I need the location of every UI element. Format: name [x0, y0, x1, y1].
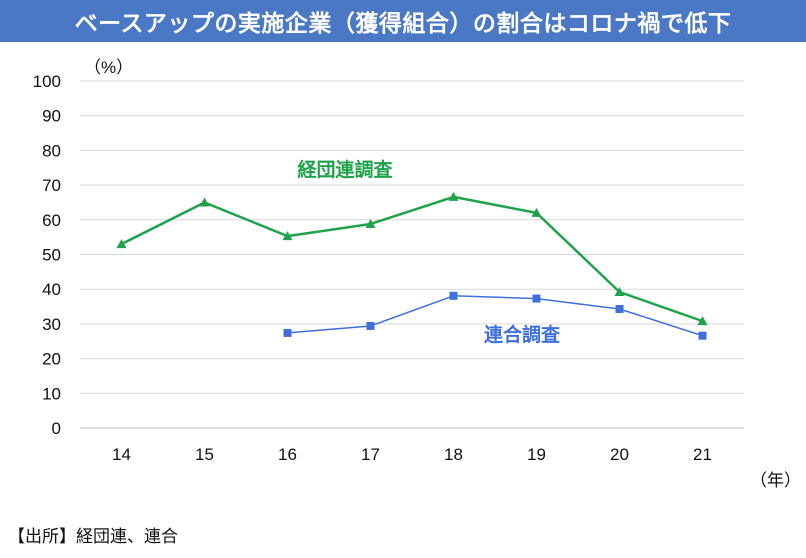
data-point-keidanren — [531, 207, 542, 217]
data-point-rengo — [615, 304, 624, 313]
x-tick-label: 15 — [195, 445, 214, 464]
series-label-rengo: 連合調査 — [484, 323, 561, 346]
data-point-keidanren — [116, 239, 127, 249]
x-tick-label: 21 — [693, 445, 712, 464]
x-tick-label: 20 — [610, 445, 629, 464]
y-tick-label: 50 — [42, 246, 61, 265]
x-tick-label: 14 — [112, 445, 131, 464]
data-point-keidanren — [199, 197, 210, 207]
title-bar: ベースアップの実施企業（獲得組合）の割合はコロナ禍で低下 — [0, 0, 806, 42]
line-chart: 0 10 20 30 40 50 60 70 80 90 100 14 15 16 17 18 19 20 21 （%… — [33, 58, 801, 490]
data-point-rengo — [532, 294, 541, 303]
y-tick-label: 20 — [42, 350, 61, 369]
y-tick-label: 40 — [42, 280, 61, 299]
data-point-keidanren — [365, 218, 376, 228]
x-tick-label: 19 — [527, 445, 546, 464]
source-note: 【出所】経団連、連合 — [8, 527, 178, 547]
data-point-keidanren — [282, 231, 293, 241]
y-tick-label: 30 — [42, 315, 61, 334]
y-tick-label: 10 — [42, 384, 61, 403]
y-axis-label: （%） — [84, 58, 133, 77]
series-label-keidanren: 経団連調査 — [297, 158, 393, 181]
y-tick-label: 80 — [42, 141, 61, 160]
data-point-rengo — [283, 328, 292, 337]
x-tick-label: 18 — [444, 445, 463, 464]
y-tick-label: 100 — [33, 72, 61, 91]
y-tick-label: 60 — [42, 211, 61, 230]
data-point-keidanren — [448, 191, 459, 201]
series-line-keidanren — [120, 195, 703, 323]
data-point-keidanren — [697, 316, 708, 326]
y-tick-label: 90 — [42, 107, 61, 126]
data-point-rengo — [449, 291, 458, 300]
data-point-rengo — [366, 321, 375, 330]
data-point-keidanren — [614, 286, 625, 296]
y-tick-label: 0 — [52, 419, 61, 438]
series-line-rengo — [287, 295, 703, 337]
x-axis-label: （年） — [750, 471, 801, 490]
x-tick-label: 16 — [278, 445, 297, 464]
y-tick-label: 70 — [42, 176, 61, 195]
chart-title: ベースアップの実施企業（獲得組合）の割合はコロナ禍で低下 — [74, 11, 732, 37]
data-point-rengo — [698, 331, 707, 340]
x-tick-label: 17 — [361, 445, 380, 464]
